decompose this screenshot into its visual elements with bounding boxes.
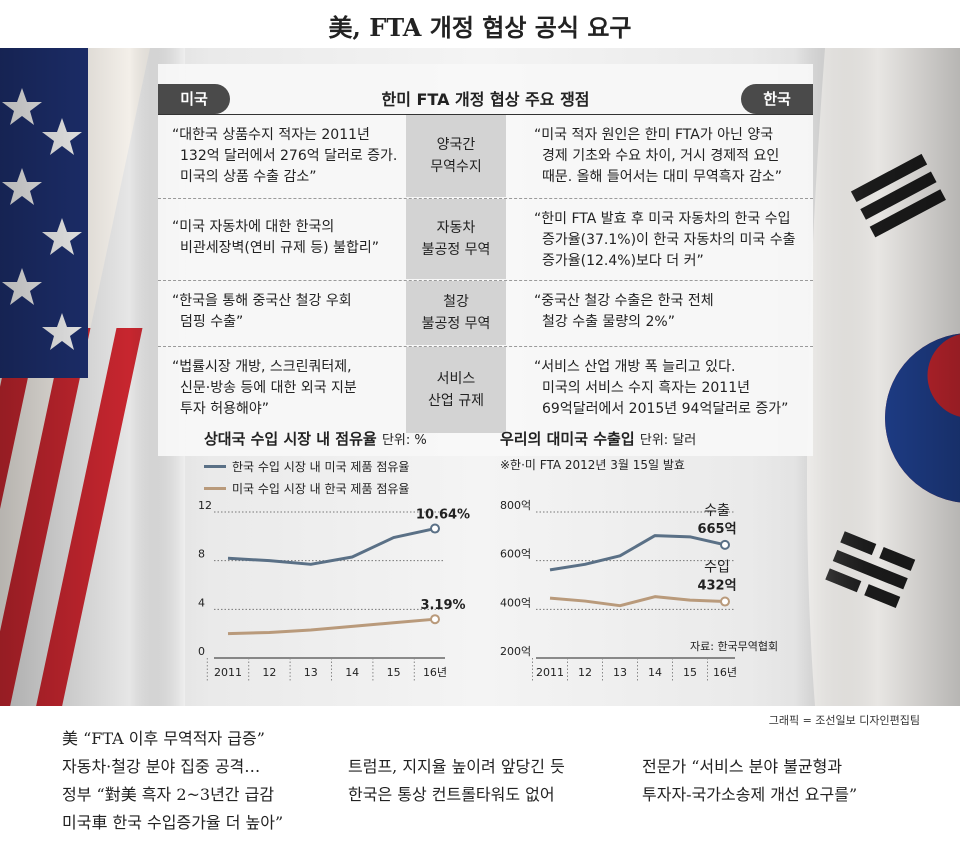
row-divider [158, 198, 813, 199]
graphic-credit: 그래픽 = 조선일보 디자인편집팀 [768, 714, 920, 727]
end-point [430, 523, 440, 534]
korea-position: “중국산 철강 수출은 한국 전체 철강 수출 물량의 2%” [534, 293, 714, 330]
caption-column-2: 트럼프, 지지율 높이려 앞당긴 듯 한국은 통상 컨트롤타워도 없어 [348, 757, 565, 804]
series-name-label: 수입 [704, 560, 730, 576]
y-tick-label: 0 [198, 645, 205, 658]
chart2-source: 자료: 한국무역협회 [690, 640, 779, 653]
series-line [227, 527, 436, 566]
x-tick-label: 15 [683, 666, 697, 679]
chart2-title: 우리의 대미국 수출입 단위: 달러 [500, 430, 697, 448]
issue-topic: 양국간 무역수지 [406, 115, 506, 197]
series-line [549, 534, 726, 572]
x-tick-label: 13 [304, 666, 318, 679]
chart1-plot: 0 4 8 12 2011 12 13 14 15 16년 10.64% 3.19% [198, 499, 470, 682]
x-tick-label: 14 [648, 666, 662, 679]
y-tick-label: 200억 [500, 645, 531, 658]
x-tick-label: 13 [613, 666, 627, 679]
x-tick-label: 16년 [713, 666, 737, 679]
x-tick-label: 14 [345, 666, 359, 679]
us-position: “미국 자동차에 대한 한국의 비관세장벽(연비 규제 등) 불합리” [172, 219, 379, 256]
y-tick-label: 8 [198, 548, 205, 561]
end-value-label: 10.64% [416, 508, 470, 523]
caption-column-3: 전문가 “서비스 분야 불균형과 투자자-국가소송제 개선 요구를” [642, 757, 858, 804]
chart1-title: 상대국 수입 시장 내 점유율 단위: % [204, 430, 427, 448]
infographic-panel: 미국 한국 한미 FTA 개정 협상 주요 쟁점 “대한국 상품수지 적자는 2… [0, 48, 960, 706]
table-title: 한미 FTA 개정 협상 주요 쟁점 [381, 90, 590, 109]
issue-topic: 철강 불공정 무역 [406, 281, 506, 345]
chart1-legend-item: 미국 수입 시장 내 한국 제품 점유율 [204, 480, 409, 497]
y-tick-label: 800억 [500, 499, 531, 512]
page-title: 美, FTA 개정 협상 공식 요구 [328, 13, 632, 42]
y-tick-label: 600억 [500, 548, 531, 561]
series-line [549, 595, 726, 608]
issue-topic: 서비스 산업 규제 [406, 347, 506, 433]
us-label-pill: 미국 [158, 84, 230, 114]
series-name-label: 수출 [704, 503, 730, 519]
row-divider [158, 346, 813, 347]
issues-table: 미국 한국 한미 FTA 개정 협상 주요 쟁점 “대한국 상품수지 적자는 2… [158, 64, 813, 456]
end-value-label: 665억 [697, 522, 736, 537]
y-tick-label: 12 [198, 499, 212, 512]
chart2-unit: 단위: 달러 [639, 433, 697, 448]
end-point [720, 539, 730, 550]
x-tick-label: 15 [387, 666, 401, 679]
us-position: “한국을 통해 중국산 철강 우회 덤핑 수출” [172, 293, 352, 330]
korea-position: “서비스 산업 개방 폭 늘리고 있다. 미국의 서비스 수지 흑자는 2011년… [534, 359, 789, 417]
table-row: “법률시장 개방, 스크린쿼터제, 신문·방송 등에 대한 외국 지분 투자 허용해… [158, 347, 813, 433]
chart1-unit: 단위: % [381, 433, 427, 448]
end-point [720, 596, 730, 607]
chart2-note: ※한·미 FTA 2012년 3월 15일 발효 [500, 458, 685, 472]
table-row: “대한국 상품수지 적자는 2011년 132억 달러에서 276억 달러로 증가… [158, 115, 813, 197]
us-position: “대한국 상품수지 적자는 2011년 132억 달러에서 276억 달러로 증가… [172, 127, 398, 185]
y-tick-label: 4 [198, 596, 205, 609]
table-header-rule [158, 114, 813, 115]
x-tick-label: 2011 [214, 666, 242, 679]
x-tick-label: 12 [262, 666, 276, 679]
us-flag-image [0, 48, 185, 706]
x-tick-label: 2011 [536, 666, 564, 679]
korea-position: “한미 FTA 발효 후 미국 자동차의 한국 수입 증가율(37.1%)이 한국… [534, 211, 796, 269]
korea-flag-image [795, 48, 960, 706]
legend-swatch [204, 487, 226, 490]
y-tick-label: 400억 [500, 596, 531, 609]
end-point [430, 614, 440, 625]
korea-position: “미국 적자 원인은 한미 FTA가 아닌 양국 경제 기초와 수요 차이, 거시… [534, 127, 783, 185]
series-line [227, 617, 436, 636]
x-tick-label: 16년 [423, 666, 447, 679]
x-tick-label: 12 [578, 666, 592, 679]
chart1-legend-item: 한국 수입 시장 내 미국 제품 점유율 [204, 458, 409, 475]
table-row: “미국 자동차에 대한 한국의 비관세장벽(연비 규제 등) 불합리” 자동차 불공… [158, 199, 813, 279]
legend-swatch [204, 465, 226, 468]
caption-column-1: 美 “FTA 이후 무역적자 급증” 자동차·철강 분야 집중 공격… 정부 “對美… [62, 729, 284, 832]
table-row: “한국을 통해 중국산 철강 우회 덤핑 수출” 철강 불공정 무역 “중국산 철강… [158, 281, 813, 345]
row-divider [158, 280, 813, 281]
end-value-label: 432억 [697, 579, 736, 594]
end-value-label: 3.19% [420, 598, 465, 613]
korea-label-pill: 한국 [741, 84, 813, 114]
us-position: “법률시장 개방, 스크린쿼터제, 신문·방송 등에 대한 외국 지분 투자 허용해… [172, 359, 357, 417]
issue-topic: 자동차 불공정 무역 [406, 199, 506, 279]
